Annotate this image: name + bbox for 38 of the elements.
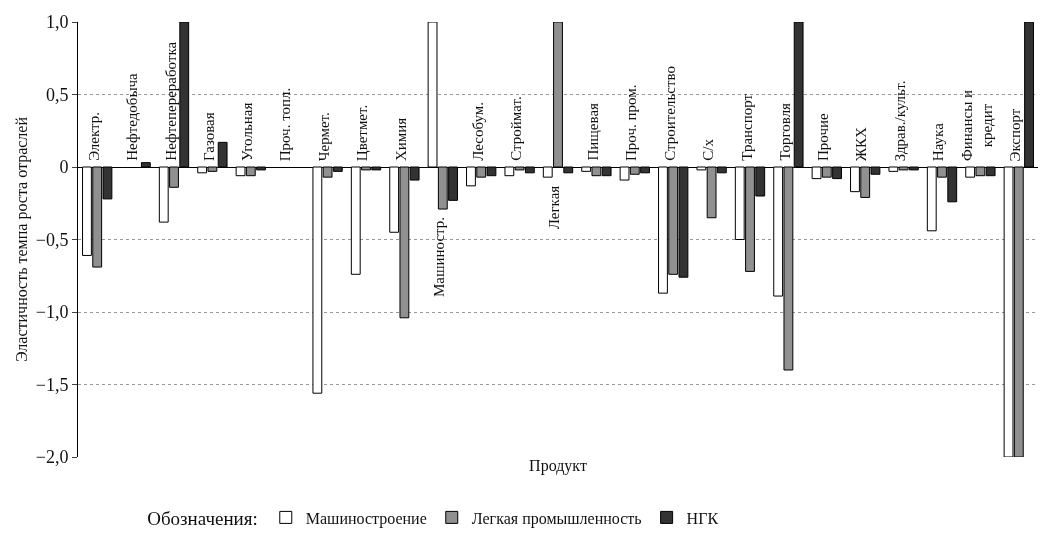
x-tick-label: Электр.: [85, 111, 102, 161]
x-tick-label: С/х: [699, 138, 716, 161]
x-axis-title: Продукт: [529, 456, 587, 475]
x-tick-label: Нефтедобыча: [123, 72, 140, 161]
y-axis-title: Эластичность темпа роста отраслей: [12, 116, 31, 362]
x-tick-label: Транспорт: [738, 93, 755, 161]
x-tick-label: Машиностр.: [430, 216, 447, 298]
legend-label: Машиностроение: [305, 509, 427, 528]
y-tick-label: 1,0: [45, 12, 69, 33]
x-tick-label: Чермет.: [316, 112, 333, 162]
y-tick-label: −1,0: [35, 302, 69, 323]
legend-label: НГК: [686, 509, 719, 527]
x-tick-label: Торговля: [776, 102, 793, 161]
x-tick-label: Строительство: [661, 66, 678, 161]
y-tick-label: 0,5: [45, 84, 69, 105]
x-tick-label: Проч. пром.: [622, 84, 639, 161]
x-tick-label: Прочие: [814, 112, 831, 161]
y-tick-label: 0: [59, 157, 69, 178]
y-tick-label: −1,5: [35, 374, 69, 395]
legend-label: Легкая промышленность: [471, 509, 642, 528]
x-tick-label: Пищевая: [584, 102, 601, 161]
x-tick-label: Проч. топл.: [277, 87, 294, 162]
x-tick-label: Лесобум.: [469, 101, 486, 161]
y-tick-label: −2,0: [35, 447, 69, 468]
x-tick-label: Химия: [393, 117, 410, 162]
x-tick-label: Угольная: [238, 102, 255, 161]
x-tick-label: Здрав./культ.: [892, 80, 909, 162]
x-tick-label: Газовая: [201, 112, 218, 162]
x-tick-label: Строймат.: [507, 96, 524, 161]
x-tick-label: Легкая: [546, 185, 563, 230]
y-tick-label: −0,5: [35, 229, 69, 250]
x-tick-label: Экспорт: [1007, 108, 1024, 162]
x-tick-label: Цветмет.: [354, 104, 371, 162]
x-tick-label: ЖКХ: [853, 126, 870, 162]
x-tick-label: Наука: [930, 122, 947, 162]
legend-title: Обозначения:: [147, 508, 258, 530]
x-tick-label: Финансы и кредит: [959, 89, 995, 162]
x-tick-label: Нефтепереработка: [162, 41, 179, 161]
